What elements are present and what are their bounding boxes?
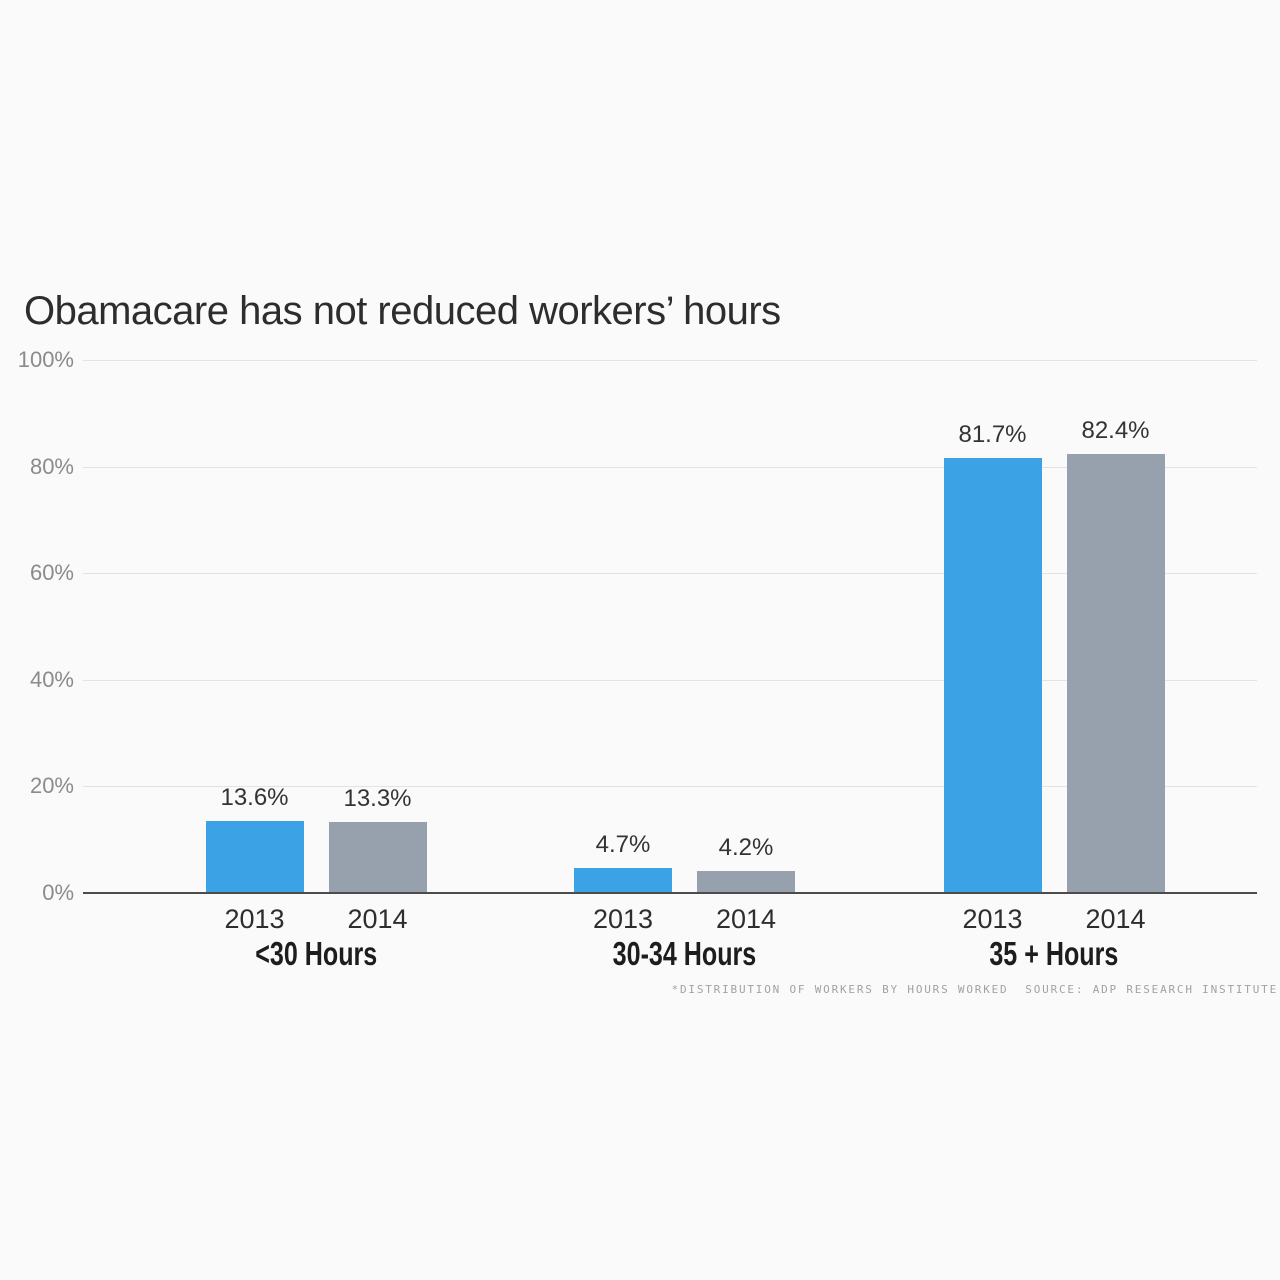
bar-2013-group2: [574, 867, 672, 893]
y-tick-label-0: 0%: [42, 880, 74, 905]
gridline-100: [83, 360, 1257, 361]
bar-value-label: 4.7%: [595, 830, 651, 858]
bar-value-label: 13.3%: [343, 785, 412, 813]
y-tick-label-20: 20%: [29, 773, 74, 799]
bar-year-label: 2014: [347, 904, 408, 934]
group-label: <30 Hours: [166, 935, 466, 973]
bar-value-label: 81.7%: [958, 420, 1027, 448]
bar-year-label: 2013: [224, 904, 285, 934]
bar-value-label: 4.2%: [718, 833, 774, 861]
gridline-60: [83, 573, 1257, 575]
bar-2013-group1: [205, 820, 304, 893]
bar-year-label: 2014: [1085, 904, 1146, 934]
gridline-40: [83, 679, 1257, 681]
bar-value-label: 13.6%: [220, 783, 289, 811]
group-label: 35 + Hours: [904, 935, 1204, 973]
bar-year-label: 2014: [715, 904, 777, 934]
y-tick-label-60: 60%: [29, 560, 74, 586]
group-label-text: 30-34 Hours: [612, 935, 757, 972]
bar-value-label: 82.4%: [1081, 416, 1150, 444]
bar-2014-group2: [697, 870, 795, 893]
group-label: 30-34 Hours: [535, 935, 835, 973]
bar-2013-group3: [943, 457, 1042, 893]
bar-year-label: 2013: [592, 904, 654, 934]
bar-year-label: 2013: [962, 904, 1023, 934]
bar-2014-group3: [1066, 453, 1165, 893]
plot-area: 0% 20% 40% 60% 80% 100% 13.6% 2013 13.3% 2014 <30 …: [18, 347, 1257, 972]
y-tick-label-40: 40%: [29, 666, 74, 692]
gridline-20: [83, 786, 1257, 788]
y-tick-label-100: 100%: [17, 347, 74, 372]
chart-title: Obamacare has not reduced workers’ hours: [24, 289, 781, 333]
x-axis-line: [83, 892, 1257, 894]
group-label-text: <30 Hours: [255, 935, 377, 972]
y-tick-label-80: 80%: [29, 453, 74, 479]
group-label-text: 35 + Hours: [989, 935, 1119, 972]
chart-footnote: *DISTRIBUTION OF WORKERS BY HOURS WORKED…: [671, 983, 1278, 996]
gridline-80: [83, 466, 1257, 468]
bar-2014-group1: [328, 822, 427, 893]
